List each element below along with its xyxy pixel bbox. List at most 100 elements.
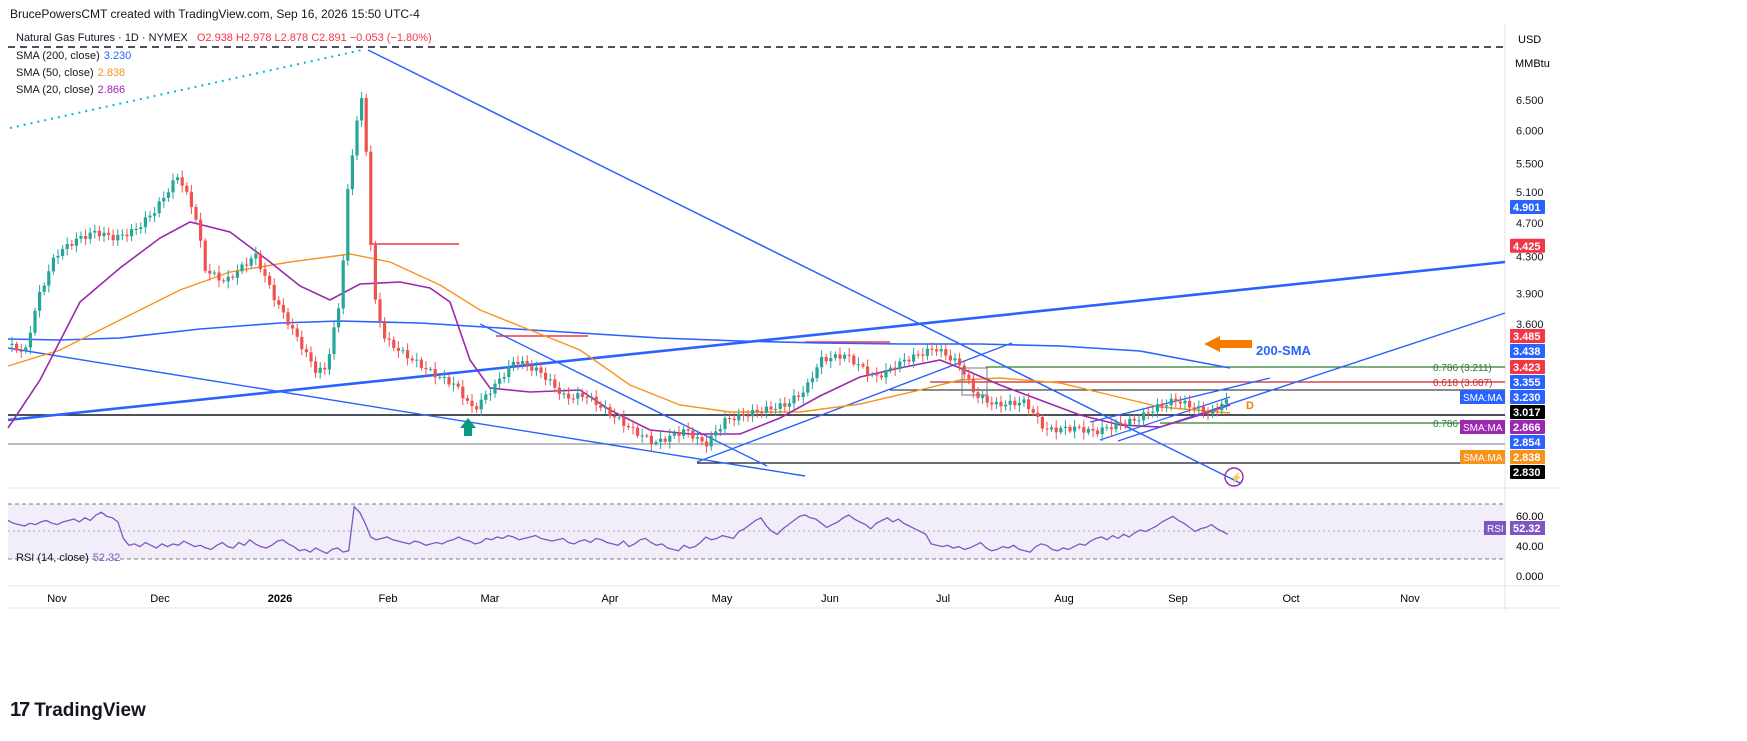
candle-body xyxy=(74,238,78,246)
candle-body xyxy=(1013,400,1017,406)
candle-body xyxy=(79,236,83,239)
candle-body xyxy=(755,409,759,413)
candle-body xyxy=(820,357,824,368)
candle-body xyxy=(254,253,258,259)
candle-body xyxy=(346,189,350,261)
time-tick: Aug xyxy=(1054,593,1074,605)
candle-body xyxy=(65,244,69,249)
candle-body xyxy=(235,271,239,278)
candle-body xyxy=(843,354,847,359)
sma-tag-text: SMA:MA xyxy=(1463,423,1503,434)
legend-sma50-value: 2.838 xyxy=(97,67,126,79)
candle-body xyxy=(153,213,157,216)
candle-body xyxy=(1165,405,1169,407)
candle-body xyxy=(222,280,226,282)
legend-sma50[interactable]: SMA (50, close) 2.838 xyxy=(16,67,125,79)
candle-body xyxy=(686,429,690,431)
candle-body xyxy=(806,382,810,393)
tradingview-logo-icon: 17 xyxy=(10,699,30,721)
price-tick: 3.600 xyxy=(1516,319,1544,331)
candle-body xyxy=(958,358,962,366)
candle-body xyxy=(677,433,681,436)
price-tick: 6.000 xyxy=(1516,125,1544,137)
price-tick: 4.300 xyxy=(1516,252,1544,264)
price-label-box xyxy=(1510,405,1545,419)
candle-body xyxy=(971,378,975,393)
price-label: 3.355 xyxy=(1513,377,1541,389)
candle-body xyxy=(810,378,814,383)
candle-body xyxy=(249,258,253,266)
candle-body xyxy=(856,364,860,366)
sma-tag-box xyxy=(1460,420,1505,434)
candle-body xyxy=(663,438,667,442)
price-label: 2.830 xyxy=(1513,467,1541,479)
candles xyxy=(10,91,1228,453)
candle-body xyxy=(1031,409,1035,413)
time-tick: Feb xyxy=(379,593,398,605)
time-tick: Nov xyxy=(1400,593,1420,605)
legend-sma50-label: SMA (50, close) xyxy=(16,67,94,79)
legend-ohlc: O2.938 H2.978 L2.878 C2.891 −0.053 (−1.8… xyxy=(196,32,432,44)
candle-body xyxy=(24,347,28,351)
candle-body xyxy=(912,354,916,362)
candle-body xyxy=(516,361,520,365)
price-label-box xyxy=(1510,420,1545,434)
candle-body xyxy=(562,393,566,395)
candle-body xyxy=(1040,416,1044,429)
price-label-box xyxy=(1510,360,1545,374)
candle-body xyxy=(576,393,580,399)
candle-body xyxy=(484,394,488,400)
candle-body xyxy=(553,379,557,388)
candle-body xyxy=(709,435,713,447)
candle-body xyxy=(557,387,561,394)
candle-body xyxy=(682,429,686,436)
candle-body xyxy=(1077,426,1081,428)
lightning-icon xyxy=(1224,467,1244,487)
candle-body xyxy=(194,207,198,220)
candle-body xyxy=(916,354,920,356)
candle-body xyxy=(829,358,833,362)
legend-sma200[interactable]: SMA (200, close) 3.230 xyxy=(16,50,131,62)
candle-body xyxy=(286,312,290,325)
candle-body xyxy=(751,409,755,417)
candle-body xyxy=(594,396,598,405)
candle-body xyxy=(300,336,304,350)
candle-body xyxy=(70,244,74,246)
candle-body xyxy=(309,352,313,362)
price-label-box xyxy=(1510,465,1545,479)
time-tick: Jul xyxy=(936,593,950,605)
candle-body xyxy=(990,402,994,405)
candle-body xyxy=(120,234,124,236)
candle-body xyxy=(337,308,341,328)
candle-body xyxy=(525,361,529,366)
price-label-box xyxy=(1510,375,1545,389)
fib-618-label: 0.618 (3.087) xyxy=(1433,378,1493,389)
lightning-glyph: ⚡ xyxy=(1230,471,1242,484)
candle-body xyxy=(1178,401,1182,404)
sma-tag-box xyxy=(1460,390,1505,404)
price-label: 3.230 xyxy=(1513,392,1541,404)
candle-body xyxy=(1059,428,1063,433)
brand-name: TradingView xyxy=(34,699,146,721)
candle-body xyxy=(111,234,115,241)
candle-body xyxy=(994,401,998,405)
candle-body xyxy=(590,396,594,398)
candle-body xyxy=(360,98,364,121)
legend-sma20[interactable]: SMA (20, close) 2.866 xyxy=(16,84,125,96)
pattern-d-label: D xyxy=(1246,400,1254,412)
candle-body xyxy=(1174,398,1178,402)
legend-rsi[interactable]: RSI (14, close) 52.32 xyxy=(16,552,120,564)
fib-786-lower-label: 0.786 (2.9 xyxy=(1433,419,1478,430)
candle-body xyxy=(456,383,460,387)
candle-body xyxy=(833,354,837,358)
candle-body xyxy=(189,191,193,208)
candle-body xyxy=(180,177,184,186)
tradingview-brand[interactable]: 17 TradingView xyxy=(10,699,146,722)
candle-body xyxy=(1105,427,1109,429)
legend-rsi-label: RSI (14, close) xyxy=(16,552,89,564)
candle-body xyxy=(764,406,768,413)
candle-body xyxy=(571,398,575,400)
candle-body xyxy=(364,98,368,152)
candle-body xyxy=(15,343,19,351)
